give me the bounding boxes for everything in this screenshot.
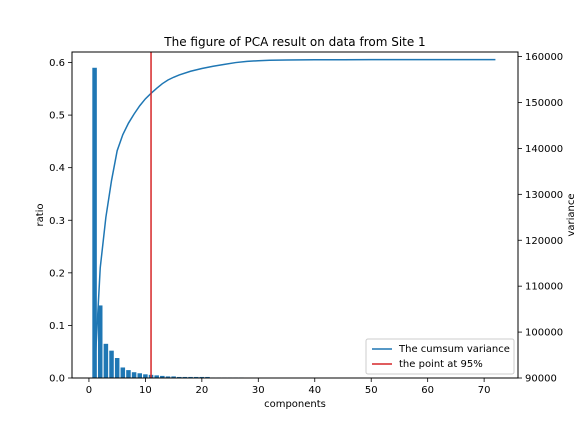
bar-9 xyxy=(137,373,143,378)
y2-axis-label: variance xyxy=(566,193,576,236)
y2-tick-label-160000: 160000 xyxy=(525,52,563,63)
y-tick-label-0.2: 0.2 xyxy=(49,268,65,279)
bar-8 xyxy=(131,372,137,378)
y-axis-right: 90000 100000 110000 120000 130000 140000 15000… xyxy=(518,52,563,385)
bar-16 xyxy=(177,376,182,378)
x-tick-label-70: 70 xyxy=(478,385,491,396)
bar-20 xyxy=(199,376,205,378)
y-axis-left: 0.0 0.1 0.2 0.3 0.4 0.5 0.6 xyxy=(49,58,72,385)
bar-7 xyxy=(126,370,131,378)
plot-area xyxy=(92,52,496,379)
bar-2 xyxy=(97,305,103,378)
x-tick-label-10: 10 xyxy=(139,385,152,396)
y-tick-label-0.1: 0.1 xyxy=(49,321,65,332)
y-axis-label: ratio xyxy=(35,203,46,226)
legend-frame xyxy=(365,338,515,375)
x-tick-label-30: 30 xyxy=(252,385,265,396)
y2-tick-label-120000: 120000 xyxy=(525,236,563,247)
y2-tick-label-100000: 100000 xyxy=(525,328,563,339)
bar-19 xyxy=(193,376,199,378)
x-axis-label: components xyxy=(264,399,326,410)
bar-5 xyxy=(114,358,120,378)
y2-tick-label-90000: 90000 xyxy=(525,374,557,385)
chart-title: The figure of PCA result on data from Si… xyxy=(163,35,425,49)
x-tick-label-60: 60 xyxy=(421,385,434,396)
x-tick-label-0: 0 xyxy=(86,385,92,396)
y-tick-label-0.6: 0.6 xyxy=(49,58,65,69)
x-axis: 0 10 20 30 40 50 60 70 xyxy=(86,378,491,396)
bar-18 xyxy=(188,376,193,378)
bar-13 xyxy=(160,375,165,378)
y2-tick-label-150000: 150000 xyxy=(525,98,563,109)
y2-tick-label-110000: 110000 xyxy=(525,282,563,293)
bar-1 xyxy=(92,67,97,379)
x-tick-label-20: 20 xyxy=(195,385,208,396)
bar-17 xyxy=(182,376,188,378)
bar-21 xyxy=(205,376,210,378)
bar-12 xyxy=(154,375,159,378)
legend-label-cumsum: The cumsum variance xyxy=(398,344,510,355)
cumsum-variance-line xyxy=(93,58,496,374)
x-tick-label-50: 50 xyxy=(365,385,378,396)
axes-frame xyxy=(71,51,519,379)
bar-14 xyxy=(165,376,171,378)
bar-3 xyxy=(103,343,109,378)
y2-tick-label-140000: 140000 xyxy=(525,144,563,155)
bar-4 xyxy=(109,350,114,378)
bar-10 xyxy=(143,374,148,378)
y2-tick-label-130000: 130000 xyxy=(525,190,563,201)
legend-label-95: the point at 95% xyxy=(399,359,483,370)
y-tick-label-0.4: 0.4 xyxy=(49,163,65,174)
bar-6 xyxy=(120,367,126,378)
y-tick-label-0: 0.0 xyxy=(49,374,65,385)
bar-15 xyxy=(171,376,176,378)
legend: The cumsum variance the point at 95% xyxy=(365,338,515,375)
y-tick-label-0.5: 0.5 xyxy=(49,111,65,122)
y-tick-label-0.3: 0.3 xyxy=(49,216,65,227)
x-tick-label-40: 40 xyxy=(308,385,321,396)
